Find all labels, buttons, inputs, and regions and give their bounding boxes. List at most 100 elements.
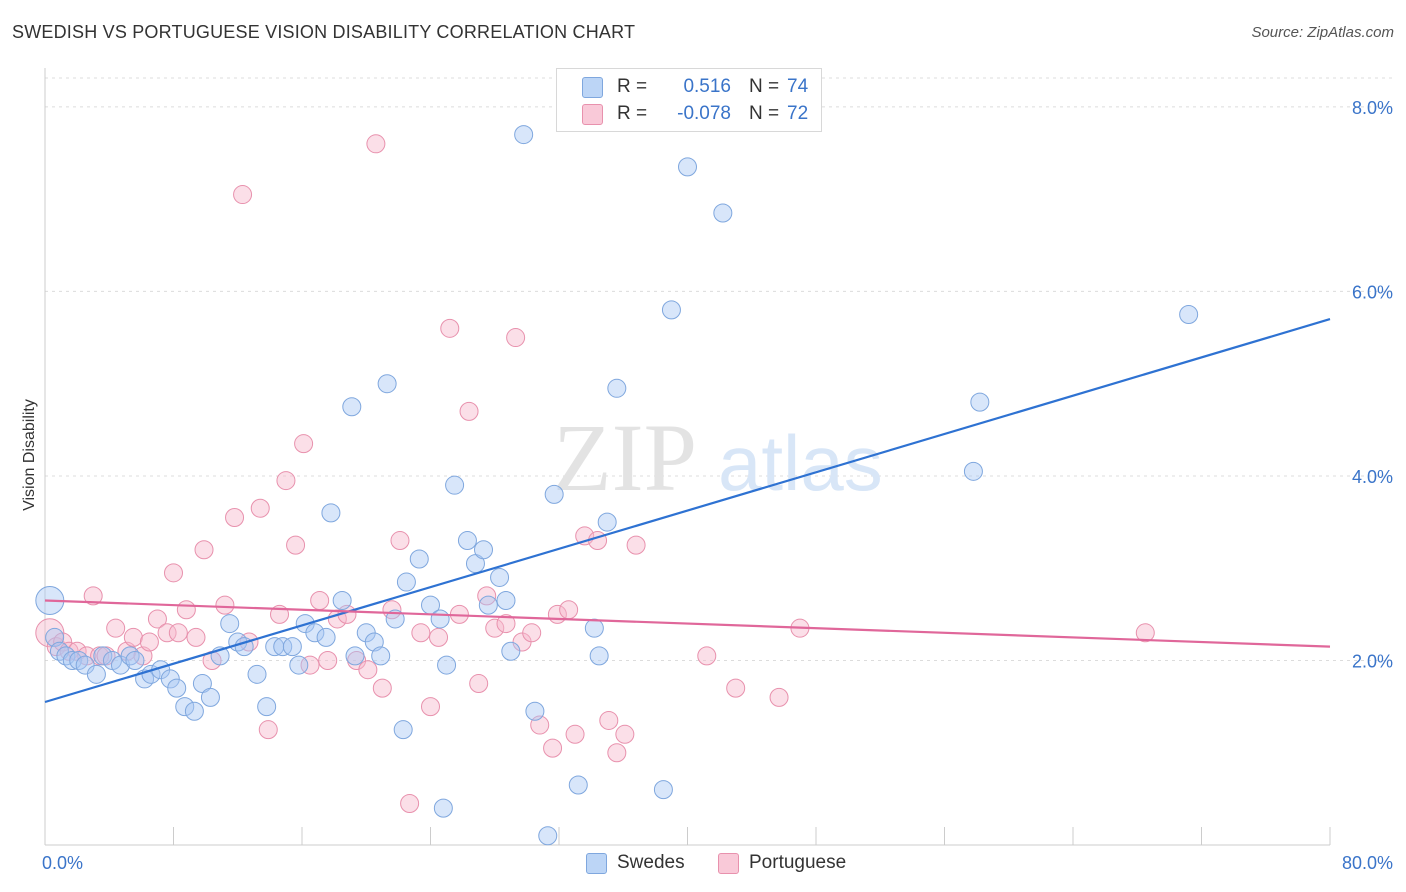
portuguese-r-label: R = — [617, 103, 648, 124]
portuguese-point — [186, 627, 206, 647]
swedes-trend-line — [44, 318, 1331, 704]
portuguese-n-value: 72 — [787, 103, 809, 124]
portuguese-point — [1135, 623, 1155, 643]
portuguese-point — [469, 674, 489, 694]
swedes-point — [396, 572, 416, 592]
portuguese-swatch — [582, 103, 603, 125]
swedes-point — [62, 650, 82, 670]
swedes-point — [514, 125, 534, 145]
portuguese-point — [215, 595, 235, 615]
swedes-point — [970, 392, 990, 412]
swedes-point — [963, 461, 983, 481]
swedes-point — [525, 701, 545, 721]
portuguese-point — [83, 586, 103, 606]
portuguese-point — [366, 134, 386, 154]
portuguese-point — [258, 720, 278, 740]
portuguese-point — [485, 618, 505, 638]
swedes-point — [160, 669, 180, 689]
portuguese-point — [697, 646, 717, 666]
swedes-point — [501, 641, 521, 661]
portuguese-point — [106, 618, 126, 638]
portuguese-point — [372, 678, 392, 698]
swedes-point — [184, 701, 204, 721]
swedes-point — [125, 650, 145, 670]
portuguese-point — [726, 678, 746, 698]
swedes-point — [305, 623, 325, 643]
swedes-point — [282, 637, 302, 657]
swedes-point — [220, 614, 240, 634]
swedes-point — [371, 646, 391, 666]
portuguese-point — [250, 498, 270, 518]
swedes-point — [589, 646, 609, 666]
legend-row-portuguese: R = -0.078 N = 72 — [557, 102, 808, 126]
swedes-point — [342, 397, 362, 417]
portuguese-point — [522, 623, 542, 643]
portuguese-point — [543, 738, 563, 758]
source-label: Source: ZipAtlas.com — [1251, 24, 1394, 41]
swedes-point — [167, 678, 187, 698]
bottom-portuguese-swatch — [718, 852, 739, 874]
portuguese-r-value: -0.078 — [677, 103, 731, 124]
portuguese-point — [176, 600, 196, 620]
swedes-n-label: N = — [749, 76, 780, 97]
swedes-point — [332, 591, 352, 611]
tick-labels: 2.0% 4.0% 6.0% 8.0% 0.0% 80.0% — [42, 98, 1393, 873]
swedes-point — [661, 300, 681, 320]
swedes-points — [35, 125, 1199, 846]
swedes-point — [678, 157, 697, 177]
portuguese-point — [429, 627, 449, 647]
swedes-point — [377, 374, 397, 394]
portuguese-point — [559, 600, 579, 620]
swedes-point — [597, 512, 617, 532]
chart-title: SWEDISH VS PORTUGUESE VISION DISABILITY … — [12, 22, 636, 42]
swedes-point — [713, 203, 733, 223]
portuguese-point — [588, 531, 608, 551]
portuguese-point — [194, 540, 214, 560]
portuguese-point — [506, 328, 526, 348]
y-tick-label: 2.0% — [1352, 651, 1393, 671]
portuguese-point — [400, 793, 420, 813]
correlation-legend: R = 0.516 N = 74 R = -0.078 N = 72 — [556, 68, 822, 132]
portuguese-point — [615, 724, 635, 744]
portuguese-point — [123, 627, 143, 647]
swedes-point — [496, 591, 516, 611]
swedes-point — [490, 567, 510, 587]
swedes-point — [1179, 304, 1199, 324]
x-tick-label-min: 0.0% — [42, 853, 83, 873]
swedes-point — [474, 540, 494, 560]
swedes-point — [457, 531, 477, 551]
watermark: ZIP atlas — [553, 404, 883, 511]
swedes-point — [393, 720, 413, 740]
y-tick-label: 8.0% — [1352, 98, 1393, 118]
swedes-point — [247, 664, 267, 684]
trend-lines — [44, 318, 1331, 704]
swedes-point — [445, 475, 465, 495]
swedes-point — [316, 627, 336, 647]
bottom-swedes-label: Swedes — [617, 852, 685, 873]
swedes-point — [200, 687, 220, 707]
bottom-legend-portuguese: Portuguese — [718, 852, 846, 874]
portuguese-point — [300, 655, 320, 675]
swedes-point — [433, 798, 453, 818]
grid-lines — [45, 77, 1392, 661]
portuguese-point — [459, 401, 479, 421]
bottom-legend-swedes: Swedes — [586, 852, 685, 874]
watermark-zip: ZIP — [553, 404, 697, 511]
portuguese-n-label: N = — [749, 103, 780, 124]
swedes-point — [93, 646, 113, 666]
portuguese-point — [294, 434, 314, 454]
portuguese-point — [168, 623, 188, 643]
portuguese-point — [496, 614, 516, 634]
portuguese-point — [233, 185, 253, 205]
swedes-swatch — [582, 76, 603, 98]
portuguese-point — [139, 632, 159, 652]
y-tick-label: 4.0% — [1352, 467, 1393, 487]
swedes-point — [568, 775, 588, 795]
swedes-point — [345, 646, 365, 666]
swedes-point — [385, 609, 405, 629]
swedes-r-label: R = — [617, 76, 648, 97]
swedes-point — [538, 826, 558, 846]
swedes-r-value: 0.516 — [683, 76, 731, 97]
portuguese-point — [276, 471, 296, 491]
